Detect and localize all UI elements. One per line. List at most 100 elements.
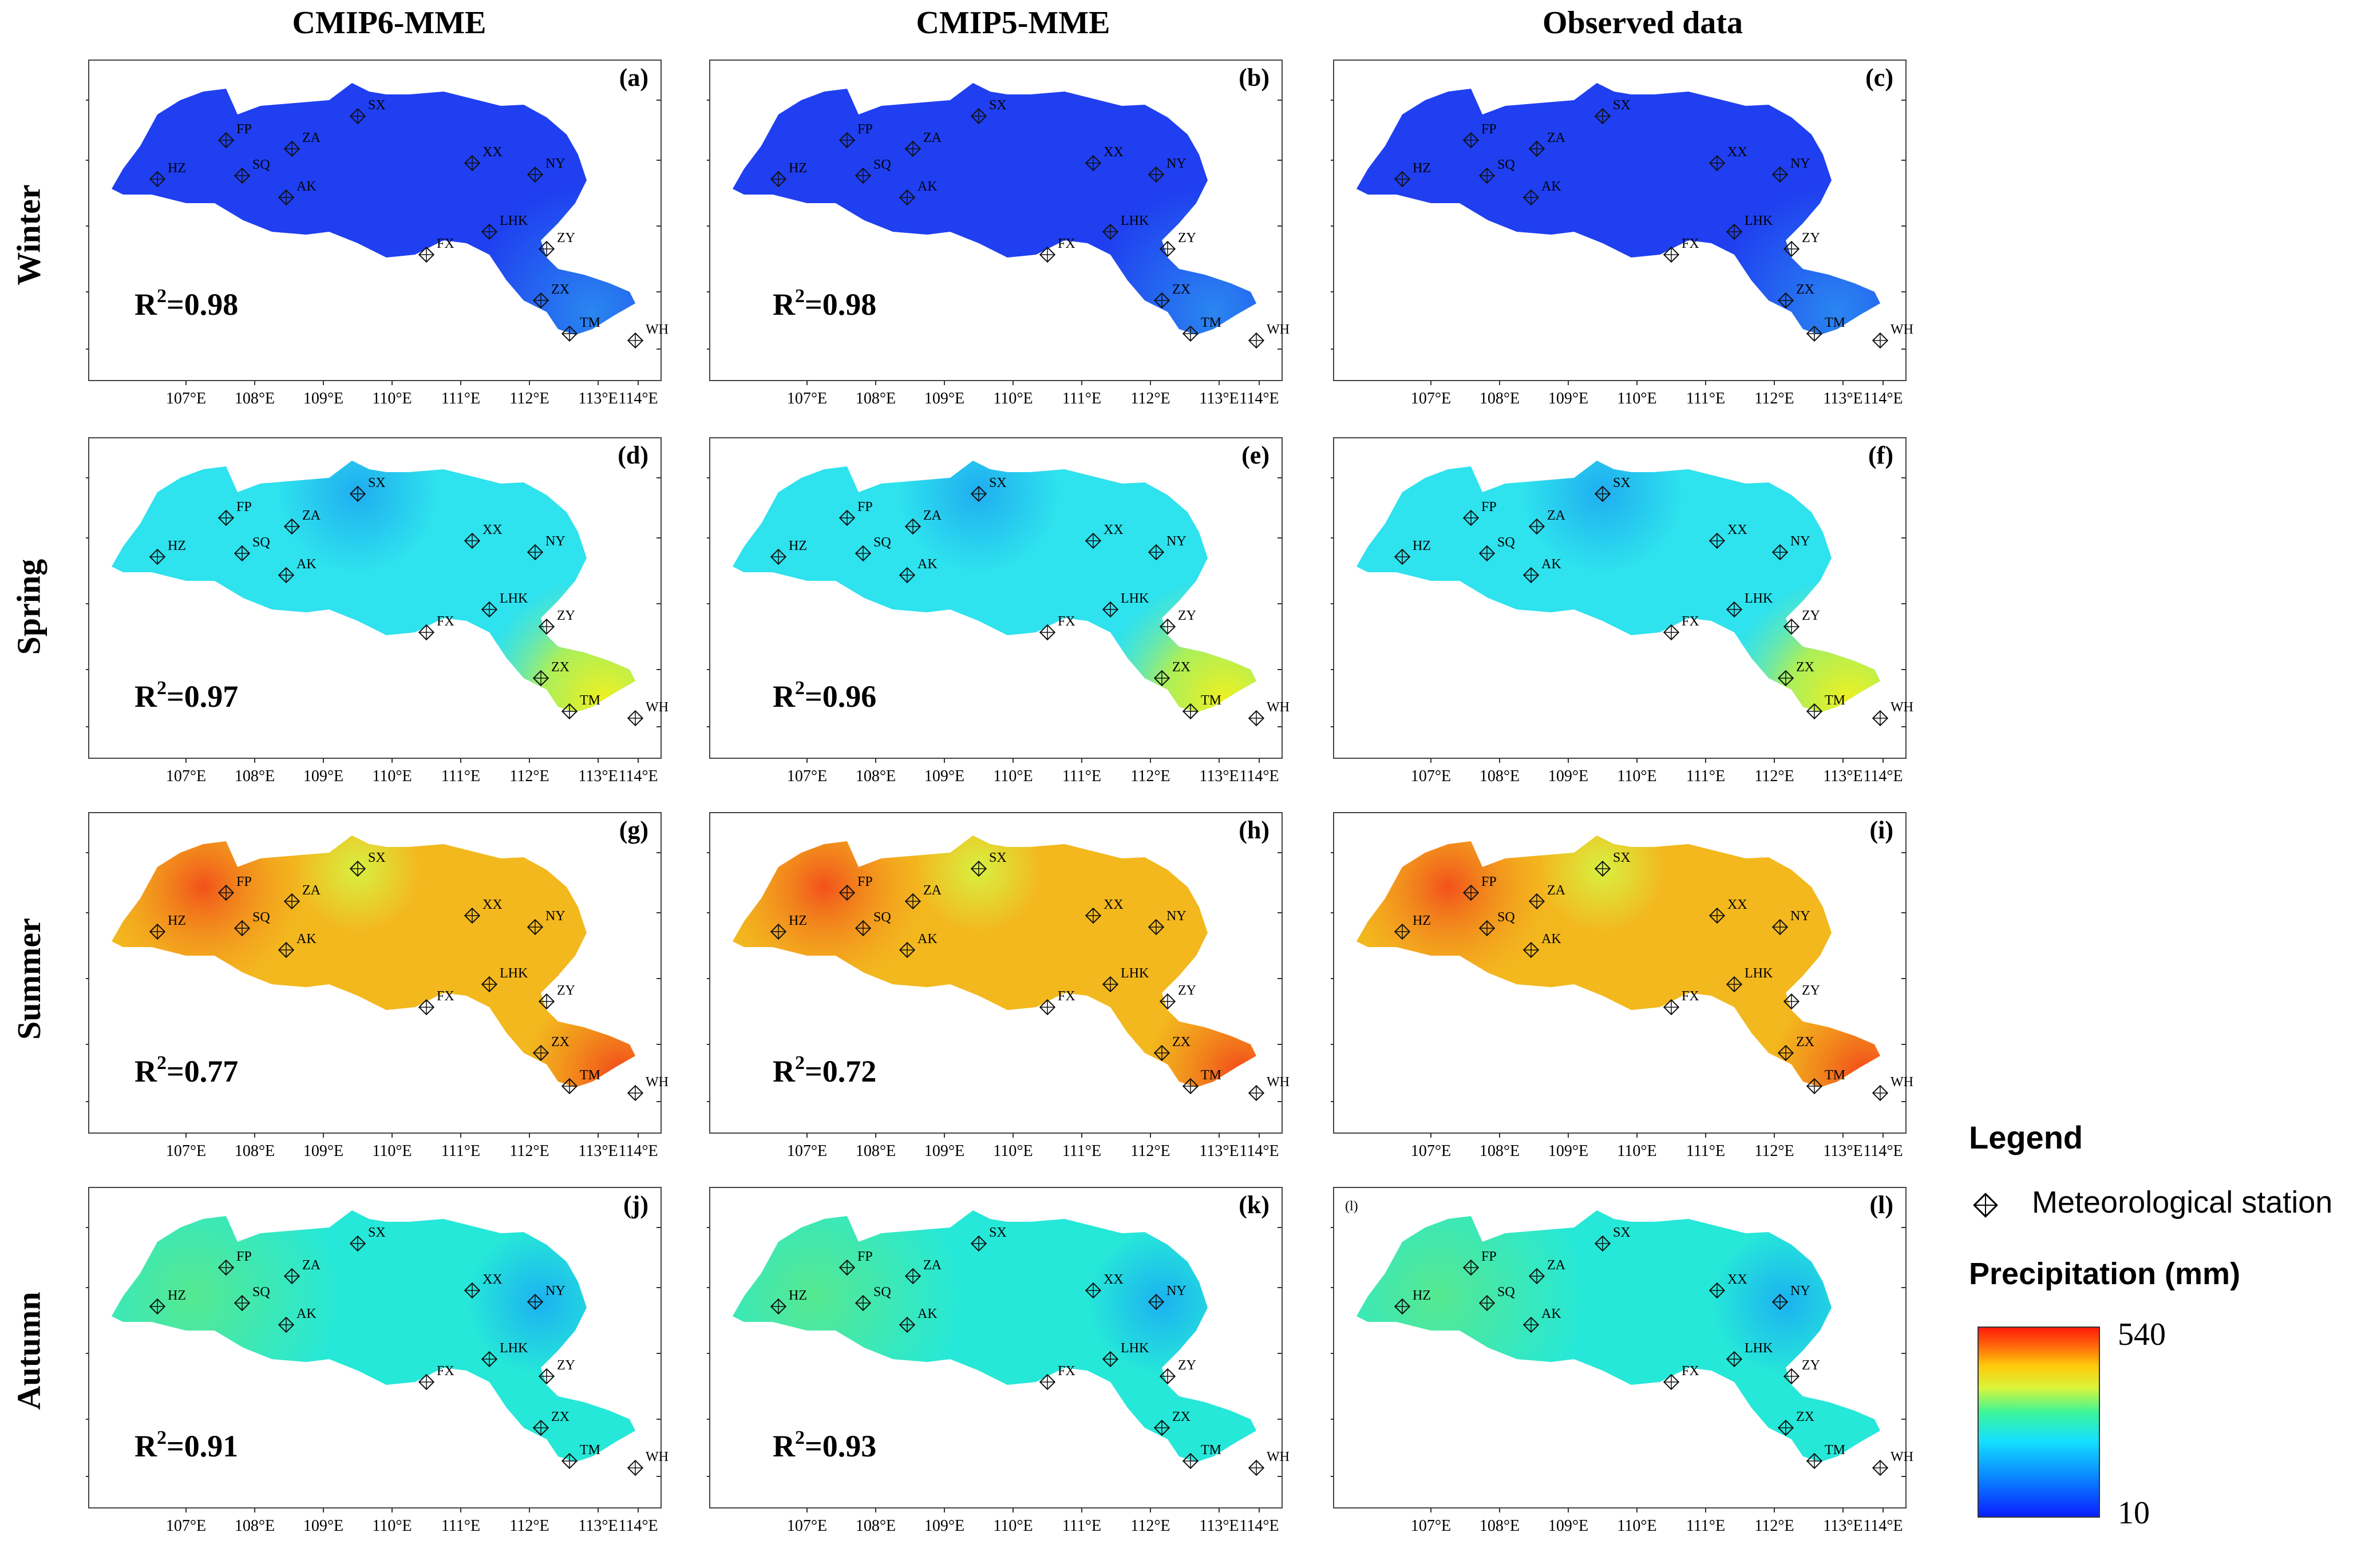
station-marker-fp: FP xyxy=(839,1249,873,1276)
station-marker-xx: XX xyxy=(1085,897,1124,924)
panel-label: (b) xyxy=(1239,64,1269,92)
lon-tick-label: 108°E xyxy=(1480,390,1520,407)
station-label: FX xyxy=(1682,614,1699,629)
panel-label: (j) xyxy=(623,1191,648,1219)
station-marker-tm: TM xyxy=(1182,1068,1221,1095)
station-marker-hz: HZ xyxy=(149,538,186,565)
station-label: WH xyxy=(1891,700,1913,715)
station-label: WH xyxy=(646,1075,669,1090)
map-panel-d: 34°N33°N32°N31°N30°N107°E108°E109°E110°E… xyxy=(86,437,669,785)
station-label: SX xyxy=(368,850,386,865)
lon-tick-label: 109°E xyxy=(303,1142,343,1160)
station-marker-ak: AK xyxy=(899,1306,938,1333)
lon-tick-label: 107°E xyxy=(166,767,206,785)
station-marker-ny: NY xyxy=(1148,1284,1187,1310)
station-marker-fp: FP xyxy=(1462,122,1497,149)
station-marker-sx: SX xyxy=(1594,476,1631,502)
station-marker-fx: FX xyxy=(1663,989,1699,1016)
station-label: NY xyxy=(1790,909,1810,924)
station-marker-zy: ZY xyxy=(538,608,575,635)
station-marker-zx: ZX xyxy=(532,1409,569,1436)
station-label: SX xyxy=(1613,98,1631,113)
lon-tick-label: 113°E xyxy=(578,767,618,785)
lon-tick-label: 111°E xyxy=(1062,390,1101,407)
station-label: ZX xyxy=(551,282,569,297)
lon-tick-label: 109°E xyxy=(303,767,343,785)
station-label: ZA xyxy=(923,130,942,145)
station-label: LHK xyxy=(500,966,528,981)
station-label: HZ xyxy=(1413,1288,1431,1303)
station-marker-lhk: LHK xyxy=(1726,213,1773,240)
station-label: FX xyxy=(1682,1364,1699,1379)
station-marker-hz: HZ xyxy=(770,1288,807,1315)
station-label: SX xyxy=(1613,850,1631,865)
station-label: NY xyxy=(545,156,565,171)
lon-tick-label: 114°E xyxy=(1239,1142,1279,1160)
station-marker-sx: SX xyxy=(970,98,1007,125)
station-marker-icon xyxy=(1973,1193,1998,1218)
station-marker-fx: FX xyxy=(1663,236,1699,263)
station-label: TM xyxy=(580,315,600,330)
lon-tick-label: 110°E xyxy=(993,1142,1033,1160)
station-marker-tm: TM xyxy=(561,1068,600,1095)
station-marker-hz: HZ xyxy=(770,161,807,188)
station-label: ZY xyxy=(557,1358,575,1373)
station-label: AK xyxy=(917,1306,938,1321)
station-marker-tm: TM xyxy=(561,315,600,342)
station-label: FP xyxy=(1481,500,1497,514)
station-label: AK xyxy=(296,179,317,194)
map-panel-e: 34°N33°N32°N31°N30°N107°E108°E109°E110°E… xyxy=(707,437,1290,785)
station-marker-fx: FX xyxy=(418,1364,454,1391)
station-marker-sx: SX xyxy=(970,850,1007,877)
lon-tick-label: 108°E xyxy=(1480,1517,1520,1535)
station-label: HZ xyxy=(789,1288,807,1303)
station-marker-za: ZA xyxy=(1528,1258,1566,1285)
station-label: ZA xyxy=(302,130,321,145)
station-label: NY xyxy=(1790,534,1810,549)
station-marker-za: ZA xyxy=(904,883,942,910)
station-marker-fx: FX xyxy=(1039,236,1075,263)
panel-label: (d) xyxy=(618,441,648,469)
station-label: SX xyxy=(368,98,386,113)
station-label: AK xyxy=(1541,1306,1561,1321)
station-label: NY xyxy=(1166,909,1187,924)
station-marker-lhk: LHK xyxy=(1726,1341,1773,1368)
panel-label: (h) xyxy=(1239,816,1269,844)
station-label: ZA xyxy=(1547,1258,1566,1273)
lon-tick-label: 108°E xyxy=(235,390,275,407)
station-label: XX xyxy=(1104,145,1124,160)
station-marker-zy: ZY xyxy=(538,983,575,1010)
station-label: LHK xyxy=(1121,213,1149,228)
station-label: ZY xyxy=(1802,608,1820,623)
station-label: LHK xyxy=(500,591,528,606)
lon-tick-label: 109°E xyxy=(1548,767,1588,785)
lon-tick-label: 109°E xyxy=(1548,1517,1588,1535)
lon-tick-label: 113°E xyxy=(1823,767,1862,785)
station-marker-sq: SQ xyxy=(234,157,270,184)
station-marker-wh: WH xyxy=(627,1450,669,1476)
station-label: AK xyxy=(296,932,317,947)
station-marker-zx: ZX xyxy=(1777,1035,1814,1062)
station-label: WH xyxy=(1267,1450,1290,1464)
station-marker-hz: HZ xyxy=(149,913,186,940)
station-label: HZ xyxy=(168,538,186,553)
station-marker-zy: ZY xyxy=(538,1358,575,1385)
lon-tick-label: 107°E xyxy=(1411,767,1451,785)
station-label: AK xyxy=(296,1306,317,1321)
lon-tick-label: 111°E xyxy=(1686,1142,1725,1160)
lon-tick-label: 110°E xyxy=(993,767,1033,785)
station-label: LHK xyxy=(1121,591,1149,606)
station-marker-fx: FX xyxy=(418,989,454,1016)
station-label: XX xyxy=(1727,522,1747,537)
station-marker-tm: TM xyxy=(561,693,600,720)
lon-tick-label: 113°E xyxy=(1199,1142,1239,1160)
lon-tick-label: 112°E xyxy=(1754,767,1794,785)
r-squared-label: R2=0.93 xyxy=(773,1427,876,1463)
lon-tick-label: 111°E xyxy=(441,390,480,407)
station-marker-za: ZA xyxy=(1528,130,1566,157)
station-marker-fp: FP xyxy=(217,500,252,526)
station-marker-hz: HZ xyxy=(1394,913,1431,940)
station-label: FX xyxy=(437,614,454,629)
station-marker-sq: SQ xyxy=(855,535,891,562)
station-marker-zy: ZY xyxy=(1783,1358,1820,1385)
